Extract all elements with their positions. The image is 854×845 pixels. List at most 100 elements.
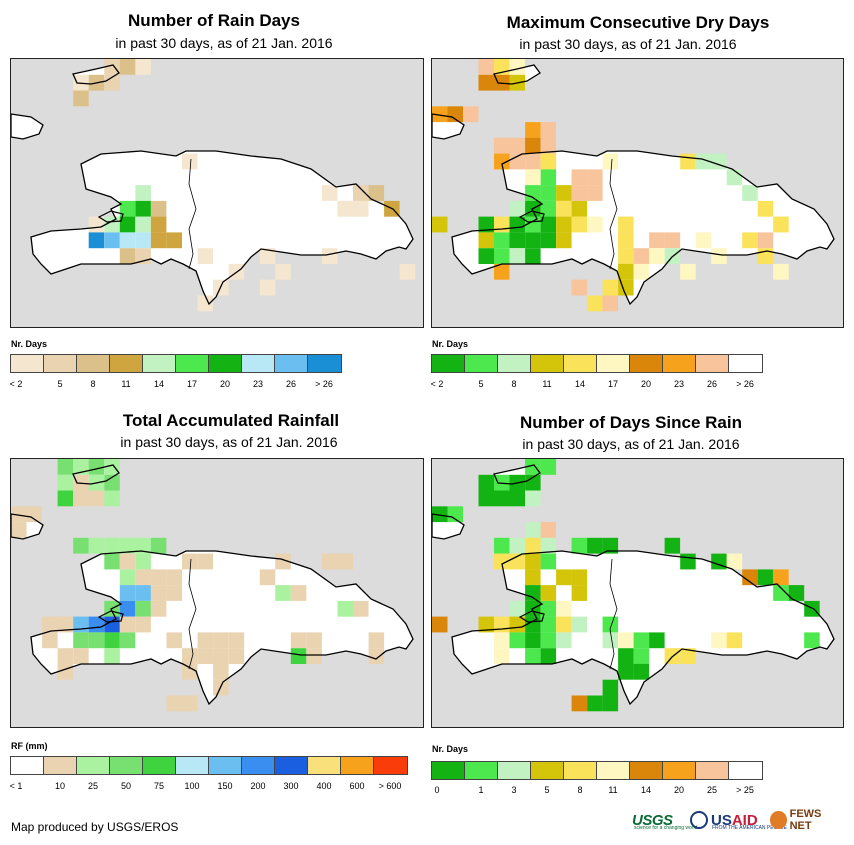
legend-swatch xyxy=(275,355,308,372)
grid-cell xyxy=(540,616,557,633)
grid-cell xyxy=(587,295,603,312)
grid-cell xyxy=(57,490,74,507)
coastline xyxy=(11,513,44,540)
grid-cell xyxy=(494,616,510,633)
grid-cell xyxy=(150,585,167,601)
grid-cell xyxy=(494,632,510,649)
grid-cell xyxy=(571,616,588,633)
legend-swatch xyxy=(143,757,176,774)
legend-ticks: < 2 5 8 11 14 17 20 23 26 > 26 xyxy=(431,379,764,391)
legend-swatch xyxy=(630,762,663,779)
grid-cell xyxy=(432,616,448,633)
grid-cell xyxy=(73,648,89,664)
grid-cell xyxy=(602,279,619,296)
grid-cell xyxy=(104,459,120,475)
land-area xyxy=(11,114,43,139)
grid-cell xyxy=(135,553,151,570)
grid-cell xyxy=(587,185,603,201)
grid-cell xyxy=(197,632,214,649)
grid-cell xyxy=(726,169,743,186)
grid-cell xyxy=(525,137,541,154)
legend-tick-label: 1 xyxy=(478,785,484,795)
grid-cell xyxy=(135,537,151,554)
grid-cell xyxy=(664,232,681,249)
grid-cell xyxy=(119,216,136,233)
legend-swatch xyxy=(374,757,407,774)
grid-cell xyxy=(540,200,557,217)
grid-cell xyxy=(618,216,634,233)
legend-tick-label: 300 xyxy=(283,781,299,791)
grid-cell xyxy=(104,648,120,664)
grid-cell xyxy=(104,474,120,491)
grid-cell xyxy=(773,569,789,586)
grid-cell xyxy=(494,153,510,170)
legend-tick-label: 400 xyxy=(316,781,332,791)
legend-swatch xyxy=(110,757,143,774)
grid-cell xyxy=(618,648,634,664)
lake-outline xyxy=(518,210,545,223)
grid-cell xyxy=(695,232,712,249)
legend-swatch xyxy=(44,355,77,372)
legend-tick-label: 8 xyxy=(577,785,583,795)
grid-cell xyxy=(695,153,712,170)
grid-cell xyxy=(306,632,322,649)
map-canvas xyxy=(432,459,835,712)
legend-tick-label: 3 xyxy=(511,785,517,795)
usgs-logo-text: USGS xyxy=(632,811,673,829)
grid-cell xyxy=(649,232,665,249)
grid-cell xyxy=(135,232,151,249)
grid-cell xyxy=(150,216,167,233)
grid-cell xyxy=(88,632,105,649)
grid-cell xyxy=(182,553,198,570)
grid-cell xyxy=(494,490,510,507)
grid-cell xyxy=(447,106,463,123)
coastline xyxy=(493,64,541,85)
legend-tick-label: 600 xyxy=(349,781,365,791)
coastline xyxy=(493,464,541,485)
grid-cell xyxy=(166,232,182,249)
legend-tick-label: 5 xyxy=(478,379,484,389)
panel-subtitle: in past 30 days, as of 21 Jan. 2016 xyxy=(522,436,740,452)
grid-cell xyxy=(478,490,494,507)
coastline xyxy=(432,513,465,540)
grid-cell xyxy=(618,263,634,280)
grid-cell xyxy=(353,185,369,201)
legend-tick-label: 26 xyxy=(285,379,297,389)
grid-cell xyxy=(773,263,789,280)
legend-swatch xyxy=(209,757,242,774)
grid-cell xyxy=(633,263,650,280)
grid-cell xyxy=(587,169,603,186)
grid-cell xyxy=(726,553,743,570)
legend-swatch xyxy=(465,355,498,372)
legend-tick-label: 17 xyxy=(186,379,198,389)
grid-cell xyxy=(57,663,74,680)
grid-cell xyxy=(525,474,541,491)
grid-cell xyxy=(633,248,650,264)
grid-cell xyxy=(540,153,557,170)
grid-cell xyxy=(757,248,774,264)
grid-cell xyxy=(119,616,136,633)
grid-cell xyxy=(353,600,369,617)
grid-cell xyxy=(42,632,58,649)
grid-cell xyxy=(742,185,758,201)
legend-tick-label: 14 xyxy=(153,379,165,389)
legend-tick-label: 5 xyxy=(57,379,63,389)
grid-cell xyxy=(525,232,541,249)
grid-cell xyxy=(757,569,774,586)
grid-cell xyxy=(509,248,525,264)
grid-cell xyxy=(337,600,353,617)
grid-cell xyxy=(494,232,510,249)
legend-swatch xyxy=(432,762,465,779)
grid-cell xyxy=(197,648,214,664)
legend-tick-label: 100 xyxy=(184,781,200,791)
grid-cell xyxy=(618,663,634,680)
grid-cell xyxy=(525,490,541,507)
grid-cell xyxy=(104,632,120,649)
grid-cell xyxy=(509,490,525,507)
grid-cell xyxy=(42,616,58,633)
grid-cell xyxy=(213,663,229,680)
grid-cell xyxy=(633,648,650,664)
grid-cell xyxy=(478,216,494,233)
grid-cell xyxy=(633,632,650,649)
usaid-us: US xyxy=(711,811,732,829)
